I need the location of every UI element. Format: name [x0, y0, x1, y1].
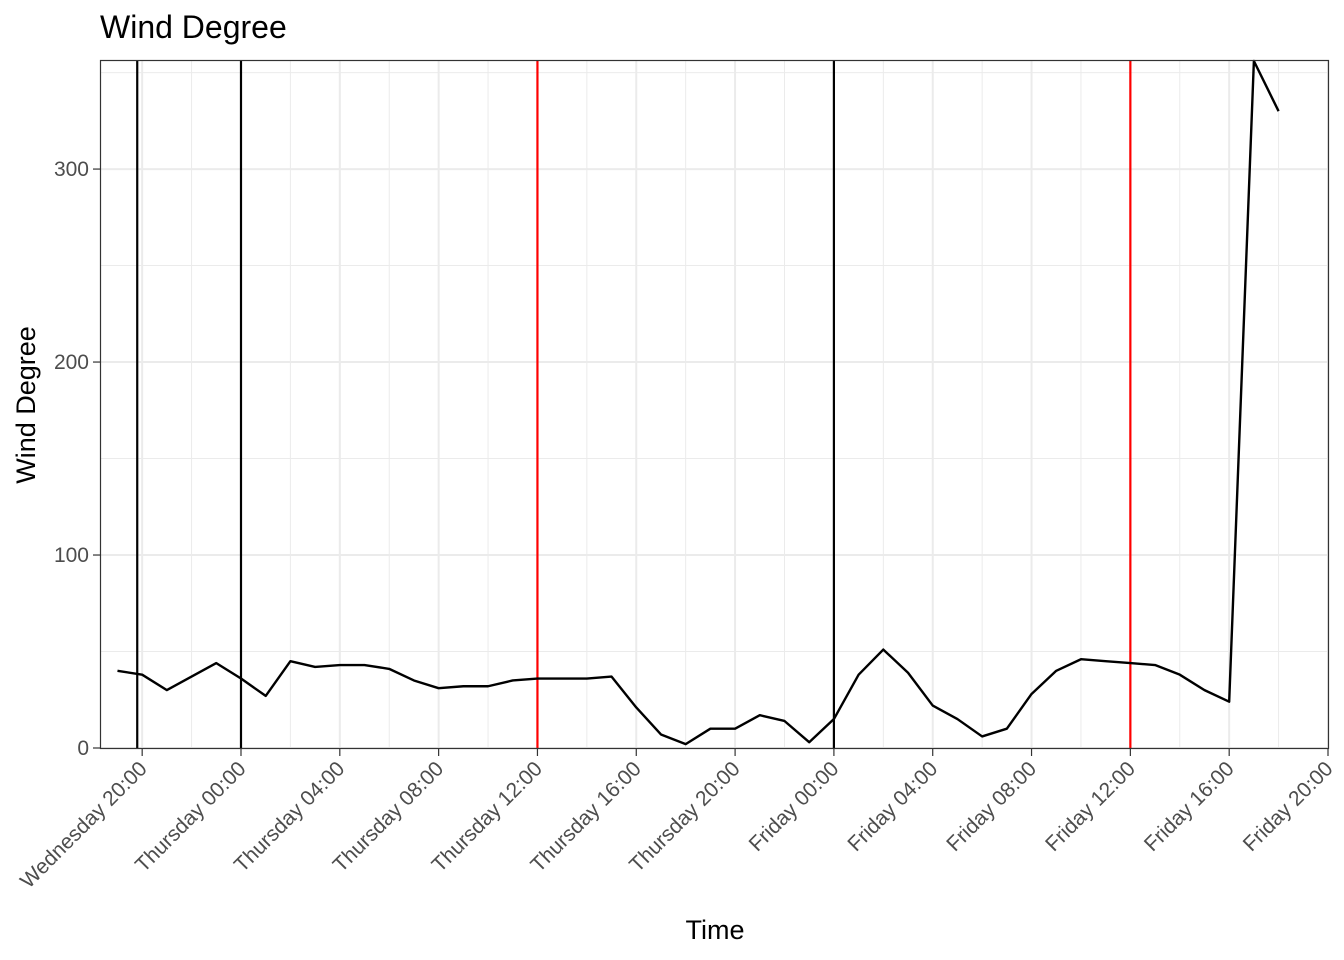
major-gridlines — [101, 61, 1329, 749]
series-line — [117, 59, 1280, 746]
x-tick-label: Friday 20:00 — [1239, 757, 1338, 856]
plot-panel-border — [99, 59, 1330, 750]
y-tick-label: 0 — [77, 737, 89, 760]
x-axis-title: Time — [686, 915, 745, 945]
y-axis-title: Wind Degree — [11, 326, 41, 484]
x-tick-label: Friday 08:00 — [942, 757, 1041, 856]
x-tick-label: Wednesday 20:00 — [16, 757, 152, 893]
minor-gridlines — [101, 61, 1328, 748]
reference-lines — [136, 61, 1132, 748]
x-tick-label: Friday 16:00 — [1140, 757, 1239, 856]
data-series — [117, 59, 1280, 746]
y-axis: 0 100 200 300 — [54, 158, 101, 760]
chart-title: Wind Degree — [100, 9, 287, 45]
x-tick-label: Friday 12:00 — [1041, 757, 1140, 856]
y-tick-label: 100 — [54, 544, 89, 567]
y-tick-label: 200 — [54, 351, 89, 374]
y-tick-label: 300 — [54, 158, 89, 181]
x-tick-label: Friday 04:00 — [843, 757, 942, 856]
x-tick-label: Friday 00:00 — [745, 757, 844, 856]
